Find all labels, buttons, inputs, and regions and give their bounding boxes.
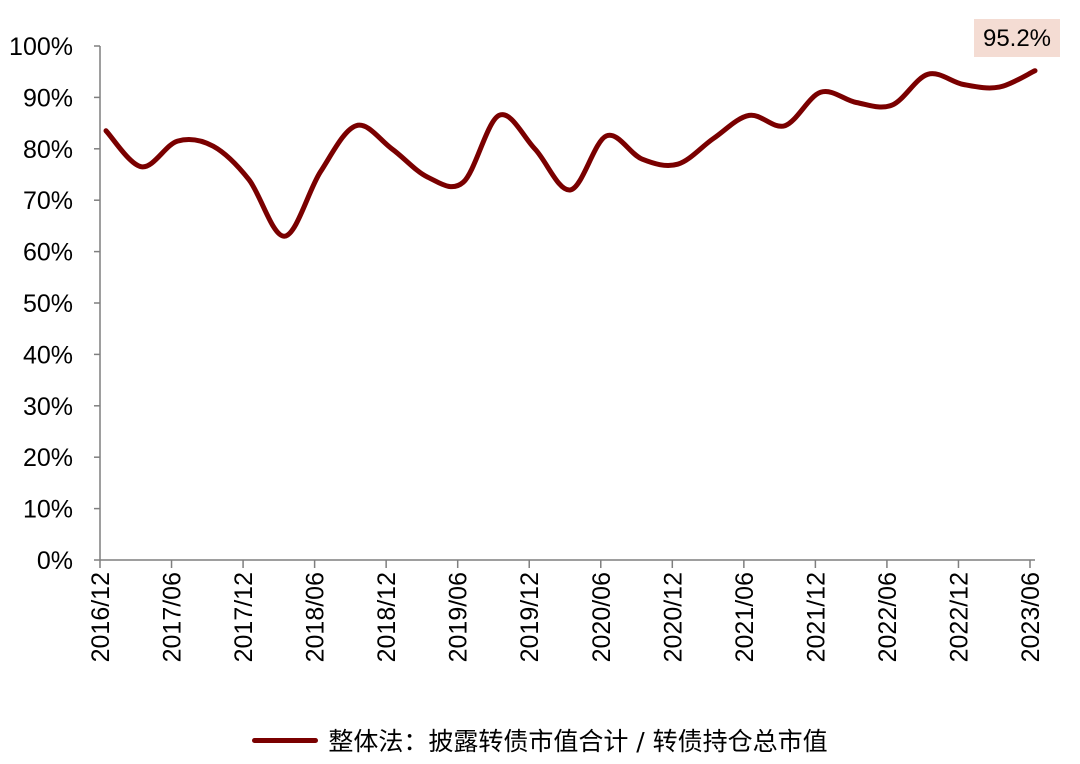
legend-swatch [252, 737, 319, 743]
x-tick-label: 2020/12 [659, 572, 687, 662]
y-tick-label: 100% [9, 33, 73, 61]
x-tick-label: 2016/12 [87, 572, 115, 662]
annotation-layer: 95.2% [974, 19, 1060, 57]
y-tick-label: 90% [23, 84, 73, 112]
y-tick-label: 0% [37, 547, 73, 575]
x-tick-label: 2018/12 [373, 572, 401, 662]
callout-box [974, 19, 1060, 57]
y-tick-label: 20% [23, 444, 73, 472]
x-tick-label: 2017/06 [159, 572, 187, 662]
x-tick-label: 2020/06 [588, 572, 616, 662]
x-tick-label: 2022/12 [945, 572, 973, 662]
series-line [103, 68, 1038, 239]
series-layer [103, 68, 1038, 239]
x-tick-label: 2019/12 [516, 572, 544, 662]
y-tick-label: 70% [23, 187, 73, 215]
x-tick-label: 2017/12 [230, 572, 258, 662]
y-tick-label: 60% [23, 239, 73, 267]
x-axis: 2016/12 2017/06 2017/12 2018/06 2018/12 2019/… [87, 559, 1045, 662]
x-tick-label: 2021/06 [731, 572, 759, 662]
y-tick-label: 50% [23, 290, 73, 318]
x-tick-label: 2019/06 [445, 572, 473, 662]
y-tick-label: 40% [23, 341, 73, 369]
x-tick-label: 2022/06 [874, 572, 902, 662]
y-tick-label: 30% [23, 393, 73, 421]
y-axis: 100% 90% 80% 70% 60% 50% 40% 30% 20% 10% 0% [9, 33, 101, 575]
x-tick-label: 2021/12 [802, 572, 830, 662]
y-tick-label: 80% [23, 136, 73, 164]
x-tick-label: 2018/06 [302, 572, 330, 662]
y-tick-label: 10% [23, 496, 73, 524]
legend-label: 整体法：披露转债市值合计 / 转债持仓总市值 [328, 727, 828, 756]
x-tick-label: 2023/06 [1017, 572, 1045, 662]
callout-label: 95.2% [983, 25, 1051, 52]
legend: 整体法：披露转债市值合计 / 转债持仓总市值 [0, 718, 1080, 762]
